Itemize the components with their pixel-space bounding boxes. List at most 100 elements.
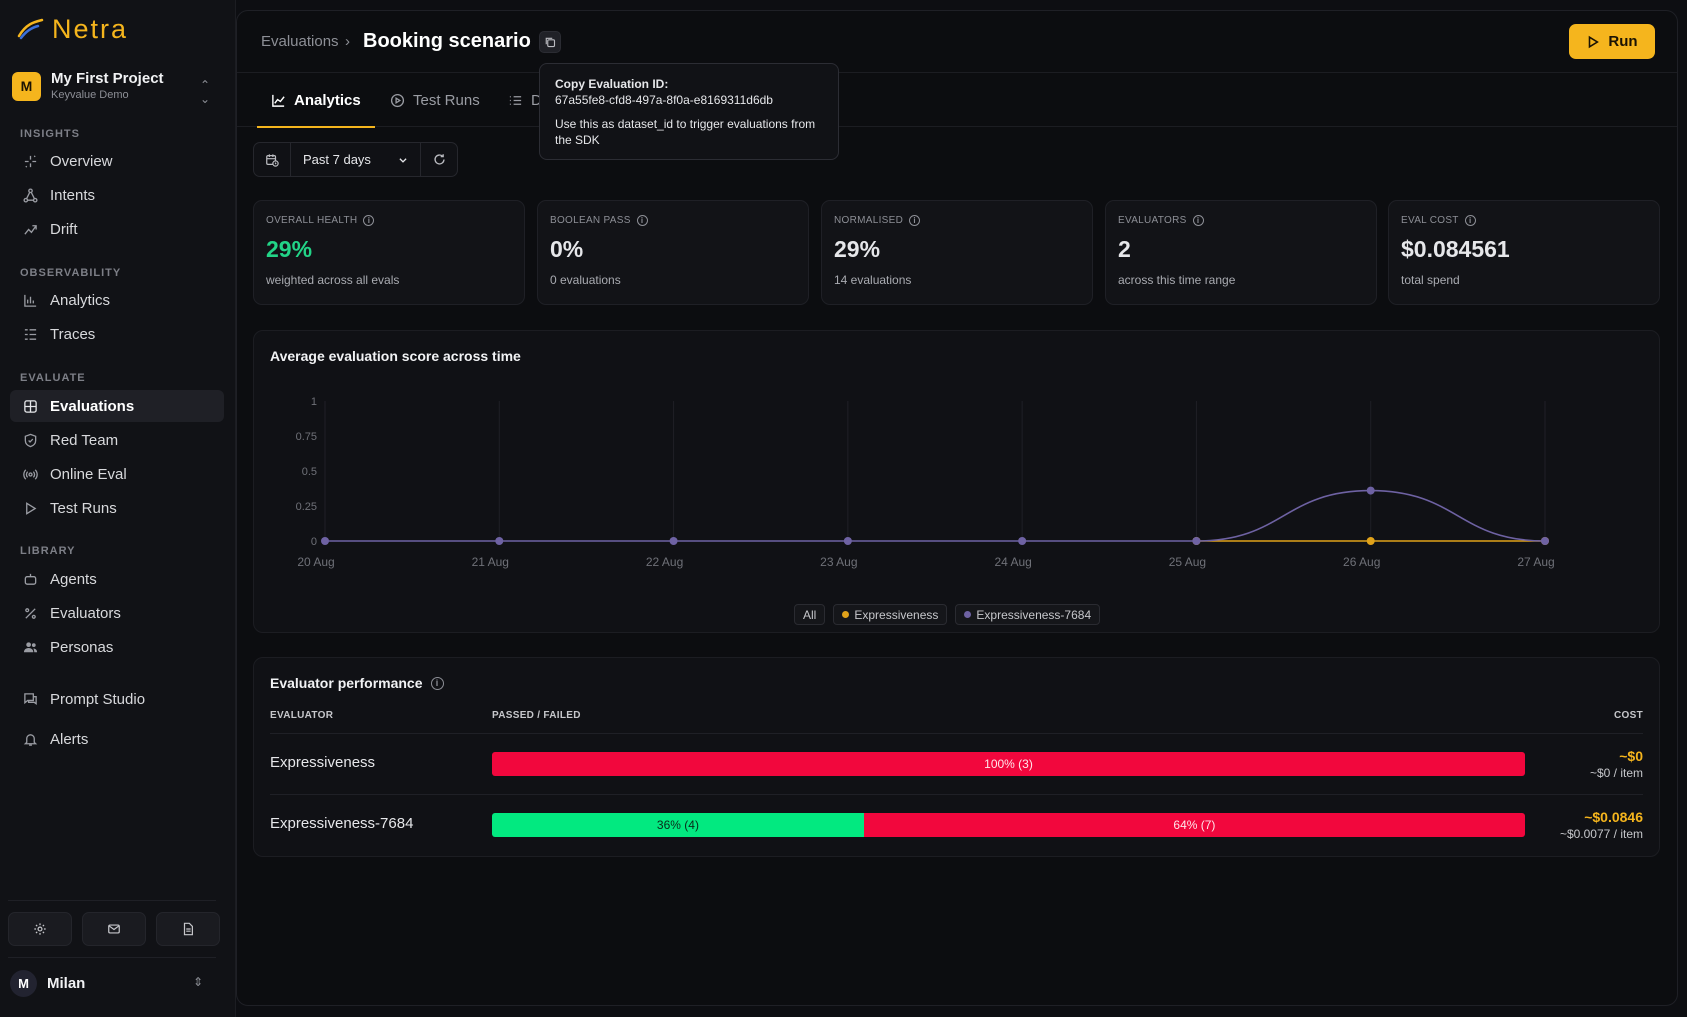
trend-icon bbox=[22, 221, 38, 237]
cost-per-item: ~$0 / item bbox=[1589, 766, 1643, 780]
sidebar-item-label: Intents bbox=[50, 186, 96, 204]
sidebar-item-label: Analytics bbox=[50, 291, 111, 309]
legend-expressiveness[interactable]: Expressiveness bbox=[833, 604, 948, 625]
main-panel: Evaluations › Booking scenario Run Analy… bbox=[236, 10, 1678, 1006]
page-header: Evaluations › Booking scenario Run bbox=[237, 11, 1677, 73]
tab-bar: Analytics Test Runs D bbox=[237, 73, 1677, 128]
sidebar-item-label: Alerts bbox=[50, 730, 89, 748]
shield-icon bbox=[22, 432, 38, 448]
sidebar-item-alerts[interactable]: Alerts bbox=[10, 723, 224, 755]
sidebar-item-label: Red Team bbox=[50, 431, 119, 449]
sidebar-item-traces[interactable]: Traces bbox=[10, 318, 224, 350]
run-button[interactable]: Run bbox=[1569, 24, 1655, 59]
column-header-passed-failed: PASSED / FAILED bbox=[492, 710, 581, 721]
bar-fail-segment: 100% (3) bbox=[492, 752, 1525, 776]
project-switcher[interactable]: M My First Project Keyvalue Demo ⌃ ⌄ bbox=[10, 66, 220, 106]
app-logo[interactable]: Netra bbox=[16, 14, 128, 45]
sidebar-item-evaluators[interactable]: Evaluators bbox=[10, 597, 224, 629]
x-tick-label: 20 Aug bbox=[297, 555, 334, 569]
score-chart-panel: Average evaluation score across time 0 0.… bbox=[253, 330, 1660, 633]
sidebar-item-overview[interactable]: Overview bbox=[10, 145, 224, 177]
tooltip-description: Use this as dataset_id to trigger evalua… bbox=[555, 117, 816, 147]
cost-per-item: ~$0.0077 / item bbox=[1559, 827, 1643, 841]
chart-legend: All Expressiveness Expressiveness-7684 bbox=[794, 604, 1101, 625]
nav-section-library: LIBRARY bbox=[20, 545, 76, 557]
legend-expressiveness-7684[interactable]: Expressiveness-7684 bbox=[955, 604, 1101, 625]
table-divider bbox=[270, 794, 1643, 795]
sidebar-item-drift[interactable]: Drift bbox=[10, 213, 224, 245]
metric-value: 29% bbox=[834, 236, 881, 262]
sidebar-item-personas[interactable]: Personas bbox=[10, 631, 224, 663]
sidebar-item-analytics[interactable]: Analytics bbox=[10, 284, 224, 316]
performance-title: Evaluator performance bbox=[270, 675, 423, 691]
info-icon[interactable]: i bbox=[430, 676, 444, 690]
sidebar-item-red-team[interactable]: Red Team bbox=[10, 424, 224, 456]
mail-button[interactable] bbox=[82, 912, 146, 946]
metric-subtext: 14 evaluations bbox=[834, 273, 912, 287]
network-icon bbox=[22, 187, 38, 203]
sidebar-item-intents[interactable]: Intents bbox=[10, 179, 224, 211]
copy-id-button[interactable] bbox=[539, 31, 561, 53]
metric-subtext: 0 evaluations bbox=[550, 273, 621, 287]
grid-plus-icon bbox=[22, 398, 38, 414]
calendar-button[interactable] bbox=[254, 143, 291, 176]
breadcrumb-evaluations[interactable]: Evaluations bbox=[261, 33, 339, 50]
chevron-down-icon bbox=[399, 157, 407, 163]
tab-d[interactable]: D bbox=[508, 73, 542, 127]
user-menu[interactable]: M Milan bbox=[10, 970, 85, 997]
document-icon bbox=[183, 922, 193, 936]
metric-card-eval-cost: EVAL COST i $0.084561 total spend bbox=[1388, 200, 1660, 305]
sidebar-item-evaluations[interactable]: Evaluations bbox=[10, 390, 224, 422]
y-tick-label: 0.75 bbox=[296, 431, 317, 443]
info-icon[interactable]: i bbox=[1464, 215, 1476, 226]
tab-test-runs[interactable]: Test Runs bbox=[390, 73, 480, 127]
y-tick-label: 0.5 bbox=[302, 466, 317, 478]
chevrons-up-down-icon: ⌃ ⌄ bbox=[199, 78, 210, 106]
play-circle-icon bbox=[390, 93, 405, 107]
chevron-right-icon: › bbox=[345, 33, 350, 50]
info-icon[interactable]: i bbox=[1192, 215, 1204, 226]
metric-label: EVAL COST bbox=[1401, 215, 1459, 226]
refresh-icon bbox=[433, 154, 445, 165]
info-icon[interactable]: i bbox=[363, 215, 375, 226]
evaluator-performance-panel: Evaluator performance i EVALUATOR PASSED… bbox=[253, 657, 1660, 857]
metric-value: $0.084561 bbox=[1401, 236, 1510, 262]
gear-icon bbox=[34, 923, 46, 935]
sidebar-item-prompt-studio[interactable]: Prompt Studio bbox=[10, 683, 224, 715]
sidebar-item-online-eval[interactable]: Online Eval bbox=[10, 458, 224, 490]
tab-analytics[interactable]: Analytics bbox=[257, 73, 375, 128]
metric-value: 29% bbox=[266, 236, 313, 262]
date-range-select[interactable]: Past 7 days bbox=[291, 143, 421, 176]
sidebar-divider bbox=[8, 900, 216, 901]
y-tick-label: 0.25 bbox=[296, 501, 317, 513]
x-tick-label: 23 Aug bbox=[820, 555, 857, 569]
refresh-button[interactable] bbox=[421, 143, 457, 176]
list-tree-icon bbox=[22, 326, 38, 342]
info-icon[interactable]: i bbox=[909, 215, 921, 226]
metric-value: 0% bbox=[550, 236, 584, 262]
legend-dot bbox=[964, 611, 972, 618]
sidebar-item-label: Overview bbox=[50, 152, 113, 170]
sidebar-item-test-runs[interactable]: Test Runs bbox=[10, 492, 224, 524]
sidebar: Netra M My First Project Keyvalue Demo ⌃… bbox=[0, 0, 236, 1017]
sidebar-item-label: Evaluators bbox=[50, 604, 121, 622]
legend-label: Expressiveness bbox=[854, 607, 939, 622]
run-label: Run bbox=[1608, 33, 1638, 50]
docs-button[interactable] bbox=[156, 912, 220, 946]
metric-card-normalised: NORMALISED i 29% 14 evaluations bbox=[821, 200, 1093, 305]
play-icon bbox=[22, 500, 38, 516]
x-tick-label: 24 Aug bbox=[994, 555, 1031, 569]
sidebar-item-label: Personas bbox=[50, 638, 114, 656]
cost-total: ~$0 bbox=[1619, 748, 1643, 764]
series-line bbox=[324, 489, 1546, 542]
settings-button[interactable] bbox=[8, 912, 72, 946]
sidebar-item-label: Online Eval bbox=[50, 465, 127, 483]
sidebar-item-agents[interactable]: Agents bbox=[10, 563, 224, 595]
y-tick-label: 1 bbox=[311, 396, 317, 408]
legend-all[interactable]: All bbox=[794, 604, 826, 625]
metric-card-boolean-pass: BOOLEAN PASS i 0% 0 evaluations bbox=[537, 200, 809, 305]
mail-icon bbox=[108, 924, 120, 934]
evaluator-name: Expressiveness-7684 bbox=[270, 815, 414, 832]
info-icon[interactable]: i bbox=[636, 215, 648, 226]
data-point bbox=[1541, 537, 1549, 545]
